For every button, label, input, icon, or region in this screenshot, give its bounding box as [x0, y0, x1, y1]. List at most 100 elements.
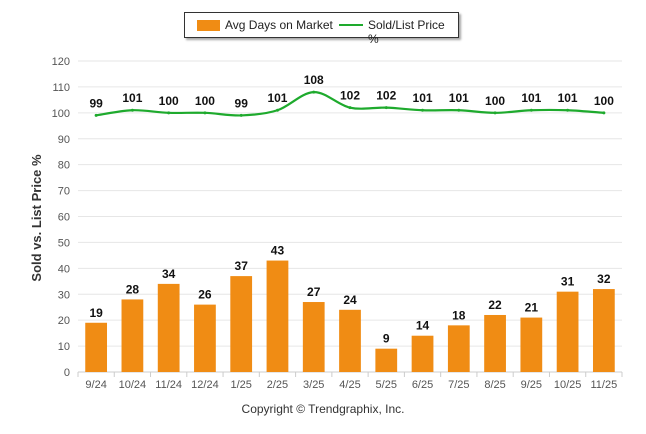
line-data-label: 101 — [122, 91, 142, 105]
bar-data-label: 32 — [597, 272, 611, 286]
bar — [194, 304, 216, 372]
x-tick-label: 5/25 — [376, 379, 397, 391]
bar — [447, 325, 470, 372]
y-axis-label: Sold vs. List Price % — [29, 154, 44, 282]
legend-swatch-bar — [197, 20, 220, 31]
data-labels: 19 28 34 26 37 43 27 24 9 14 18 22 21 31 32 99 101 100 100… — [89, 73, 614, 346]
bar-data-label: 14 — [416, 319, 430, 333]
bar — [556, 291, 579, 372]
y-tick-label: 100 — [52, 108, 70, 120]
line-point — [384, 106, 388, 110]
line-data-label: 101 — [413, 91, 433, 105]
x-tick-label: 11/24 — [155, 379, 182, 391]
bar-data-label: 34 — [162, 267, 176, 281]
x-tick-label: 7/25 — [448, 379, 469, 391]
line-data-label: 108 — [304, 73, 324, 87]
line-point — [421, 108, 425, 112]
bar — [411, 335, 434, 372]
y-tick-label: 70 — [58, 186, 70, 198]
y-tick-label: 90 — [58, 134, 70, 146]
bar-series — [85, 260, 615, 372]
bar-data-label: 43 — [271, 244, 285, 258]
y-tick-label: 60 — [58, 212, 70, 224]
line-data-label: 102 — [340, 89, 360, 103]
line-data-label: 101 — [267, 91, 287, 105]
x-tick-label: 12/24 — [191, 379, 219, 391]
line-point — [130, 108, 134, 112]
x-tick-label: 2/25 — [267, 379, 288, 391]
y-tick-label: 40 — [58, 263, 70, 275]
bar — [375, 348, 398, 372]
line-point — [275, 108, 279, 112]
legend-label-days-on-market: Avg Days on Market — [225, 18, 333, 32]
y-axis-ticks: 0 10 20 30 40 50 60 70 80 90 100 110 120 — [52, 56, 70, 379]
y-tick-label: 120 — [52, 56, 70, 68]
line-data-label: 100 — [159, 94, 179, 108]
line-data-label: 100 — [594, 94, 614, 108]
bar — [85, 322, 108, 372]
x-axis-ticks: 9/24 10/24 11/24 12/24 1/25 2/25 3/25 4/25 5/25 6… — [77, 372, 623, 391]
y-tick-label: 0 — [64, 367, 70, 379]
bar-data-label: 22 — [488, 298, 502, 312]
bar — [339, 309, 361, 372]
copyright-text: Copyright © Trendgraphix, Inc. — [241, 402, 405, 416]
bar-data-label: 26 — [198, 288, 212, 302]
bar-data-label: 9 — [383, 332, 390, 346]
line-point — [457, 108, 461, 112]
x-tick-label: 3/25 — [303, 379, 324, 391]
line-point — [167, 111, 171, 115]
x-tick-label: 6/25 — [412, 379, 433, 391]
line-data-label: 100 — [485, 94, 505, 108]
bar — [121, 299, 144, 372]
line-point — [312, 90, 316, 94]
legend: Avg Days on Market Sold/List Price % — [184, 12, 459, 46]
y-tick-label: 50 — [58, 237, 70, 249]
bar — [520, 317, 543, 372]
line-series — [94, 90, 606, 117]
bar — [592, 289, 615, 372]
bar — [302, 302, 325, 372]
bar-data-label: 27 — [307, 285, 321, 299]
x-tick-label: 8/25 — [484, 379, 505, 391]
line-point — [602, 111, 606, 115]
line-data-label: 99 — [235, 96, 249, 110]
line-data-label: 100 — [195, 94, 215, 108]
line-data-label: 102 — [376, 89, 396, 103]
bar-data-label: 21 — [525, 301, 539, 315]
bar-data-label: 24 — [343, 293, 357, 307]
y-tick-label: 110 — [52, 82, 70, 94]
line-point — [493, 111, 497, 115]
legend-swatch-line — [339, 24, 363, 26]
line-point — [239, 113, 243, 117]
line-point — [348, 106, 352, 110]
bar-data-label: 37 — [235, 259, 249, 273]
x-tick-label: 10/25 — [554, 379, 582, 391]
bar-data-label: 28 — [126, 282, 140, 296]
x-tick-label: 10/24 — [119, 379, 147, 391]
x-tick-label: 4/25 — [339, 379, 360, 391]
bar-data-label: 31 — [561, 275, 575, 289]
x-tick-label: 11/25 — [591, 379, 618, 391]
x-tick-label: 9/24 — [85, 379, 106, 391]
bar-data-label: 19 — [89, 306, 103, 320]
x-tick-label: 9/25 — [521, 379, 542, 391]
y-tick-label: 30 — [58, 289, 70, 301]
x-tick-label: 1/25 — [230, 379, 251, 391]
bar-data-label: 18 — [452, 308, 466, 322]
bar — [230, 276, 253, 372]
y-tick-label: 80 — [58, 160, 70, 172]
line-point — [94, 113, 98, 117]
legend-label-sold-list-price: Sold/List Price % — [368, 18, 445, 46]
line-data-label: 101 — [558, 91, 578, 105]
bar — [484, 314, 506, 372]
line-data-label: 101 — [449, 91, 469, 105]
line-data-label: 101 — [521, 91, 541, 105]
line-data-label: 99 — [89, 96, 103, 110]
bar — [157, 283, 180, 372]
line-point — [529, 108, 533, 112]
y-tick-label: 10 — [58, 341, 70, 353]
line-point — [203, 111, 207, 115]
bar — [266, 260, 289, 372]
line-point — [566, 108, 570, 112]
